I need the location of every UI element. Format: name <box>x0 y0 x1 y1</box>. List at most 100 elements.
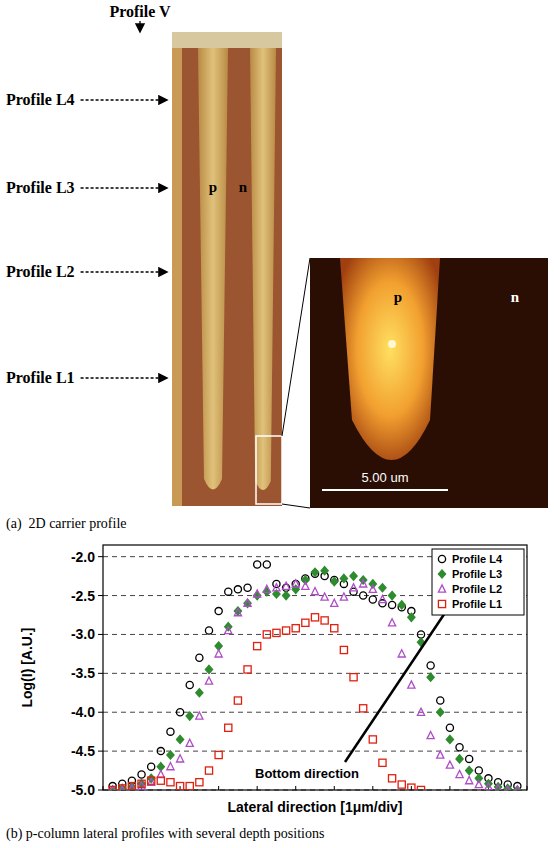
y-tick <box>98 556 103 557</box>
data-point <box>263 585 270 592</box>
legend-box <box>432 549 524 615</box>
data-point <box>292 625 299 632</box>
data-point <box>148 777 155 784</box>
data-point <box>282 591 289 599</box>
data-point <box>292 580 299 587</box>
data-point <box>292 580 299 587</box>
data-point <box>427 662 434 669</box>
data-point <box>196 689 203 697</box>
zoom-box <box>256 436 282 504</box>
data-point <box>167 779 174 786</box>
data-point <box>466 766 473 774</box>
data-point <box>311 588 318 595</box>
data-point <box>263 631 270 638</box>
data-point <box>398 650 405 657</box>
figure: pnpn5.00 umProfile VProfile L4Profile L3… <box>0 0 554 848</box>
data-point <box>196 712 203 719</box>
data-point <box>398 781 405 788</box>
data-point <box>282 582 289 589</box>
annotation-line <box>345 598 455 762</box>
data-point <box>167 728 174 735</box>
data-point <box>408 613 415 621</box>
data-point <box>331 625 338 632</box>
plot-frame <box>103 545 527 790</box>
data-point <box>369 596 376 603</box>
inset-label: p <box>394 289 402 305</box>
data-point <box>417 631 424 638</box>
data-point <box>466 777 473 784</box>
data-point <box>138 771 145 778</box>
data-point <box>466 755 473 762</box>
data-point <box>215 751 222 758</box>
y-tick-label: -3.5 <box>71 665 95 681</box>
region-label: n <box>239 179 248 195</box>
data-point <box>176 709 183 716</box>
data-point <box>176 783 183 790</box>
data-point <box>485 783 492 790</box>
data-point <box>109 786 116 790</box>
annotation-bg <box>253 765 361 782</box>
data-point <box>186 783 193 790</box>
grid-line <box>103 673 527 674</box>
data-point <box>408 784 415 790</box>
profile-label: Profile L2 <box>6 263 75 280</box>
data-point <box>446 761 453 768</box>
data-point <box>119 786 126 790</box>
p-column <box>172 48 182 506</box>
legend-label: Profile L3 <box>452 568 502 580</box>
legend-marker <box>438 600 445 607</box>
profile-label: Profile L4 <box>6 91 75 108</box>
data-point <box>379 584 386 592</box>
data-point <box>494 783 501 790</box>
y-tick-label: -2.0 <box>71 549 95 565</box>
grid-line <box>103 712 527 713</box>
data-point <box>388 591 395 599</box>
data-point <box>514 786 521 790</box>
data-point <box>234 697 241 704</box>
carrier-image <box>172 32 282 506</box>
data-point <box>282 627 289 634</box>
data-point <box>350 572 357 580</box>
data-point <box>138 782 145 789</box>
legend-marker <box>438 570 445 578</box>
data-point <box>475 767 482 774</box>
data-point <box>494 784 501 790</box>
data-point <box>321 617 328 624</box>
data-point <box>456 755 463 763</box>
profile-arrow <box>139 21 140 31</box>
inset-label: n <box>511 289 520 305</box>
data-point <box>417 708 424 715</box>
data-point <box>340 593 347 600</box>
data-point <box>215 608 222 615</box>
data-point <box>369 736 376 743</box>
legend: Profile L4Profile L3Profile L2Profile L1 <box>432 549 524 615</box>
data-point <box>437 697 444 704</box>
y-axis-title: Log(I) [A.U.] <box>19 627 35 707</box>
zoom-connector <box>282 504 310 508</box>
data-point <box>388 601 395 608</box>
data-point <box>340 646 347 653</box>
data-point <box>234 607 241 615</box>
data-point <box>205 627 212 634</box>
scale-bar-label: 5.00 um <box>362 470 409 485</box>
region-label: p <box>209 179 217 195</box>
data-point <box>176 755 183 762</box>
data-point <box>369 585 376 592</box>
zoom-connector <box>282 258 310 436</box>
caption: (b) p-column lateral profiles with sever… <box>6 826 324 842</box>
data-point <box>138 780 145 787</box>
data-point <box>128 783 135 790</box>
data-point <box>417 786 424 790</box>
grid-line <box>103 751 527 752</box>
scale-bar <box>322 489 448 491</box>
profile-arrow <box>81 271 166 272</box>
profile-arrow <box>81 377 166 378</box>
profile-label: Profile L3 <box>6 179 75 196</box>
data-point <box>514 786 521 790</box>
data-point <box>157 748 164 755</box>
data-point <box>360 592 367 599</box>
data-point <box>388 775 395 782</box>
data-point <box>119 785 126 790</box>
y-tick <box>98 712 103 713</box>
data-point <box>167 763 174 770</box>
